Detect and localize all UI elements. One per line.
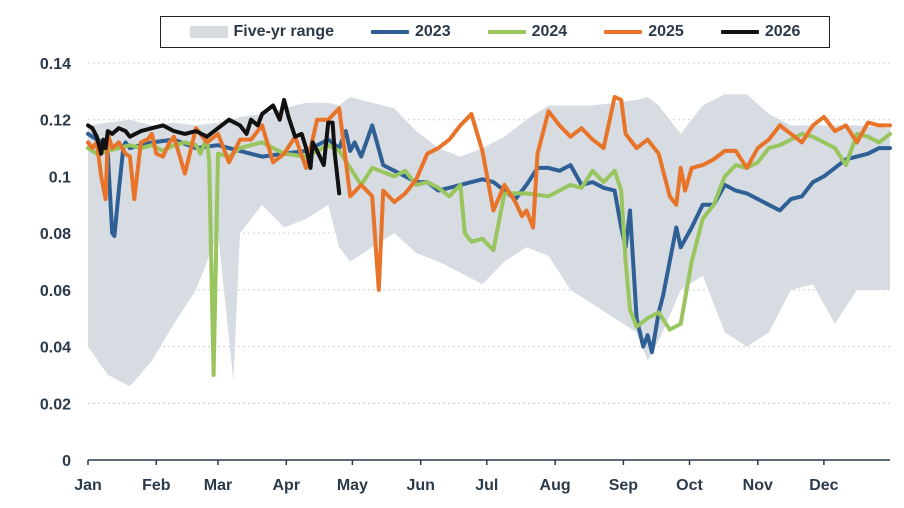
x-tick-label: May (337, 477, 368, 494)
y-tick-label: 0.06 (40, 283, 71, 300)
x-tick-label: Jan (74, 477, 102, 494)
x-tick-label: Jun (406, 477, 434, 494)
series-layer (86, 95, 892, 377)
legend-label-range: Five-yr range (233, 23, 334, 40)
x-tick-label: Oct (676, 477, 703, 494)
x-tick-label: Apr (273, 477, 301, 494)
five-yr-range-layer (88, 94, 890, 387)
legend-item-2025: 2025 (604, 23, 684, 41)
legend-swatch-range (189, 26, 228, 38)
x-axis-ticks: Jan Feb Mar Apr May Jun Jul Aug Sep Oct Nov Dec (74, 460, 839, 494)
series-line-2026 (86, 97, 342, 196)
series-line-2025 (86, 95, 892, 292)
legend-swatch-2026 (720, 30, 759, 34)
legend-item-2023: 2023 (371, 23, 451, 41)
x-tick-label: Aug (540, 477, 571, 494)
x-tick-label: Jul (475, 477, 498, 494)
legend-item-2026: 2026 (720, 23, 801, 41)
x-tick-label: Sep (609, 477, 639, 494)
x-tick-label: Feb (142, 477, 171, 494)
y-tick-label: 0.12 (40, 113, 71, 130)
legend-label-2026: 2026 (764, 23, 801, 40)
x-tick-label: Dec (809, 477, 838, 494)
chart-legend: Five-yr range 2023 2024 2025 2026 (160, 16, 830, 48)
legend-swatch-2023 (371, 30, 409, 34)
legend-swatch-2024 (487, 30, 526, 34)
y-tick-label: 0.04 (40, 340, 71, 357)
legend-swatch-2025 (604, 30, 643, 34)
y-tick-label: 0.14 (40, 56, 71, 73)
legend-item-2024: 2024 (487, 23, 568, 41)
legend-label-2025: 2025 (648, 23, 684, 40)
y-tick-label: 0.1 (49, 169, 71, 186)
y-tick-label: 0 (62, 453, 71, 470)
y-tick-label: 0.08 (40, 226, 71, 243)
x-tick-label: Nov (743, 477, 773, 494)
x-tick-label: Mar (204, 477, 232, 494)
y-tick-label: 0.02 (40, 396, 71, 413)
legend-label-2024: 2024 (531, 23, 568, 40)
five-yr-range-band (88, 94, 890, 387)
legend-label-2023: 2023 (415, 23, 451, 40)
legend-item-range: Five-yr range (189, 23, 334, 41)
y-axis-ticks: 0 0.02 0.04 0.06 0.08 0.1 0.12 0.14 (40, 56, 71, 470)
